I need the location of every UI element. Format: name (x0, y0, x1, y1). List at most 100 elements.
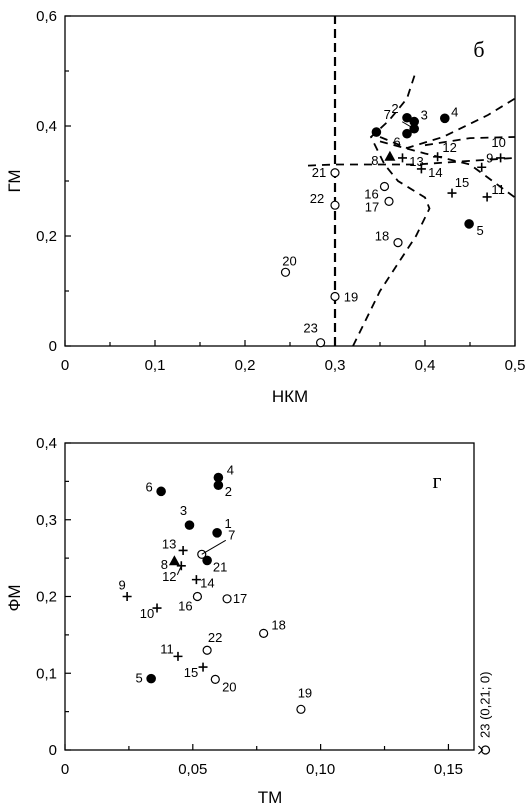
data-point-g-17 (222, 594, 232, 604)
x-tick-label-b: 0,3 (325, 357, 346, 374)
data-point-g-16 (192, 591, 203, 602)
y-tick-label-b: 0,4 (36, 118, 57, 135)
data-point-g-10 (152, 603, 162, 613)
data-point-b-8 (384, 150, 396, 161)
data-point-g-5 (146, 673, 156, 684)
data-point-b-20 (280, 267, 291, 277)
data-point-b-9 (477, 162, 487, 172)
data-point-g-20 (210, 674, 220, 684)
point-label-g: 7 (228, 527, 235, 542)
point-label-g: 14 (200, 576, 214, 591)
data-point-b-21 (330, 168, 340, 178)
y-tick-label-b: 0 (49, 338, 57, 355)
point-label-b: 18 (375, 229, 389, 244)
data-point-b-14 (416, 164, 426, 174)
y-tick-label-g: 0,3 (36, 512, 57, 529)
point-label-g: 11 (160, 641, 174, 656)
y-tick-label-g: 0 (49, 742, 57, 759)
x-tick-label-g: 0,15 (434, 761, 463, 778)
point-label-g: 16 (178, 599, 192, 614)
divider-line-b-2 (424, 136, 516, 147)
point-label-b: 4 (451, 104, 458, 119)
data-point-b-5 (464, 219, 474, 229)
y-tick-label-b: 0,2 (36, 228, 57, 245)
point-label-b: 9 (486, 150, 493, 165)
x-tick-label-b: 0,1 (145, 357, 166, 374)
data-point-g-14 (191, 575, 201, 585)
data-point-b-22 (330, 200, 340, 210)
point-label-g: 21 (213, 559, 227, 574)
data-point-g-23 (0,21; 0) (480, 745, 491, 755)
point-label-g: 1 (224, 516, 231, 531)
data-point-g-9 (122, 592, 132, 601)
y-axis-label-g: ФМ (5, 584, 24, 611)
point-label-g: 17 (233, 591, 247, 606)
data-point-g-21 (202, 555, 212, 566)
point-label-b: 15 (455, 175, 469, 190)
point-label-g: 13 (162, 536, 176, 551)
y-tick-label-g: 0,4 (36, 435, 57, 452)
data-point-g-6 (156, 486, 166, 497)
axis-ticks-b: 0 0,1 0,2 0,3 0,4 0,5 0 0,2 0,4 0,6 (36, 8, 525, 374)
point-label-g: 5 (136, 671, 143, 686)
x-tick-label-g: 0,05 (178, 761, 207, 778)
data-point-g-3 (184, 520, 195, 530)
data-point-b-15 (447, 188, 457, 198)
point-label-g: 4 (227, 463, 234, 478)
data-point-b-4 (440, 113, 450, 124)
data-point-g-11 (173, 651, 183, 661)
data-point-b-19 (330, 291, 340, 302)
point-label-b: 3 (421, 108, 428, 123)
data-point-b-2 (402, 112, 412, 123)
data-point-b-unlabeled (371, 127, 382, 137)
point-label-b: 14 (428, 165, 442, 180)
point-label-b: 10 (491, 135, 505, 150)
plot-frame-b (64, 15, 516, 347)
divider-line-b-4 (352, 70, 431, 347)
point-label-b: 13 (409, 154, 423, 169)
y-axis-label-b: ГМ (5, 170, 24, 193)
point-label-b: 17 (365, 199, 379, 214)
data-point-b-18 (393, 238, 403, 248)
point-label-b: 8 (371, 153, 378, 168)
x-axis-label-g: ТМ (258, 788, 283, 807)
label-leader-b (401, 121, 415, 130)
y-tick-label-b: 0,6 (36, 8, 57, 25)
data-point-b-6 (402, 128, 412, 139)
data-point-b-10 (496, 153, 506, 163)
data-point-b-17 (384, 196, 394, 206)
label-leader-g (201, 539, 227, 555)
data-point-b-16 (379, 181, 390, 192)
divider-line-b-1 (307, 157, 516, 167)
data-point-b-13 (398, 153, 407, 163)
x-axis-label-b: НКМ (272, 387, 308, 406)
point-label-g: 3 (180, 503, 187, 518)
x-tick-label-b: 0 (61, 357, 69, 374)
y-tick-label-g: 0,2 (36, 589, 57, 606)
data-point-g-19 (296, 704, 306, 714)
point-label-g: 10 (140, 606, 154, 621)
x-tick-label-b: 0,2 (235, 357, 256, 374)
point-label-b: 20 (282, 253, 296, 268)
x-tick-label-g: 0,10 (306, 761, 335, 778)
point-label-b: 7 (384, 107, 391, 122)
data-point-g-8 (168, 555, 180, 566)
data-point-g-4 (213, 472, 224, 483)
point-label-g: 18 (271, 617, 285, 632)
point-label-g: 8 (161, 557, 168, 572)
data-point-b-23 (316, 338, 326, 348)
data-point-b-12 (433, 152, 443, 162)
point-label-b: 2 (391, 101, 398, 116)
label-leader-g (176, 565, 182, 576)
data-point-b-11 (482, 192, 492, 202)
point-label-b: 6 (393, 135, 400, 150)
x-tick-label-g: 0 (61, 761, 69, 778)
data-point-g-15 (198, 662, 208, 672)
data-point-g-22 (202, 645, 212, 655)
point-label-g: 19 (298, 685, 312, 700)
y-tick-label-g: 0,1 (36, 665, 57, 682)
divider-line-b-5 (379, 97, 516, 149)
